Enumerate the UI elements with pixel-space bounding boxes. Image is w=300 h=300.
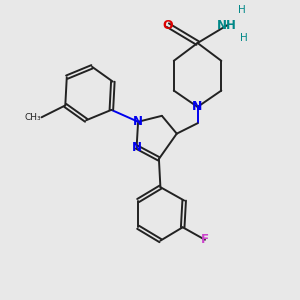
Text: H: H: [238, 5, 245, 15]
Text: N: N: [133, 115, 143, 128]
Text: N: N: [132, 140, 142, 154]
Text: NH: NH: [217, 19, 237, 32]
Text: O: O: [163, 19, 173, 32]
Text: N: N: [192, 100, 203, 113]
Text: CH₃: CH₃: [25, 113, 41, 122]
Text: F: F: [201, 233, 209, 246]
Text: H: H: [240, 33, 248, 43]
